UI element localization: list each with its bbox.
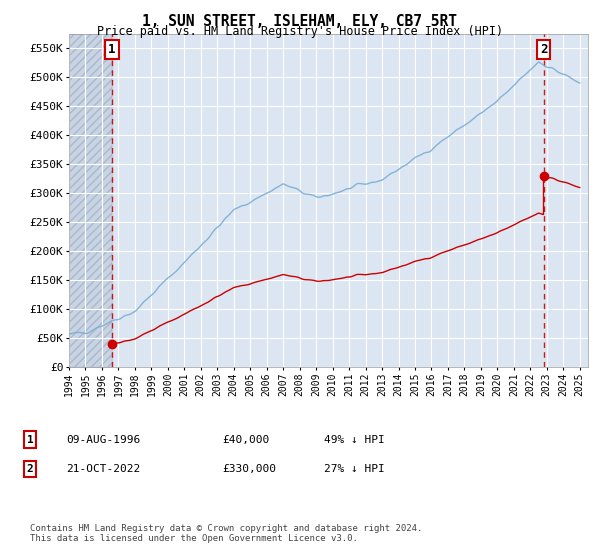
Text: 2: 2 — [26, 464, 34, 474]
Text: 09-AUG-1996: 09-AUG-1996 — [66, 435, 140, 445]
Text: £330,000: £330,000 — [222, 464, 276, 474]
Text: 1: 1 — [108, 43, 116, 56]
Text: 27% ↓ HPI: 27% ↓ HPI — [324, 464, 385, 474]
Text: 21-OCT-2022: 21-OCT-2022 — [66, 464, 140, 474]
Text: Price paid vs. HM Land Registry's House Price Index (HPI): Price paid vs. HM Land Registry's House … — [97, 25, 503, 38]
Text: 49% ↓ HPI: 49% ↓ HPI — [324, 435, 385, 445]
Text: 1: 1 — [26, 435, 34, 445]
Text: 1, SUN STREET, ISLEHAM, ELY, CB7 5RT: 1, SUN STREET, ISLEHAM, ELY, CB7 5RT — [143, 14, 458, 29]
Text: Contains HM Land Registry data © Crown copyright and database right 2024.
This d: Contains HM Land Registry data © Crown c… — [30, 524, 422, 543]
Text: 2: 2 — [540, 43, 547, 56]
Text: £40,000: £40,000 — [222, 435, 269, 445]
